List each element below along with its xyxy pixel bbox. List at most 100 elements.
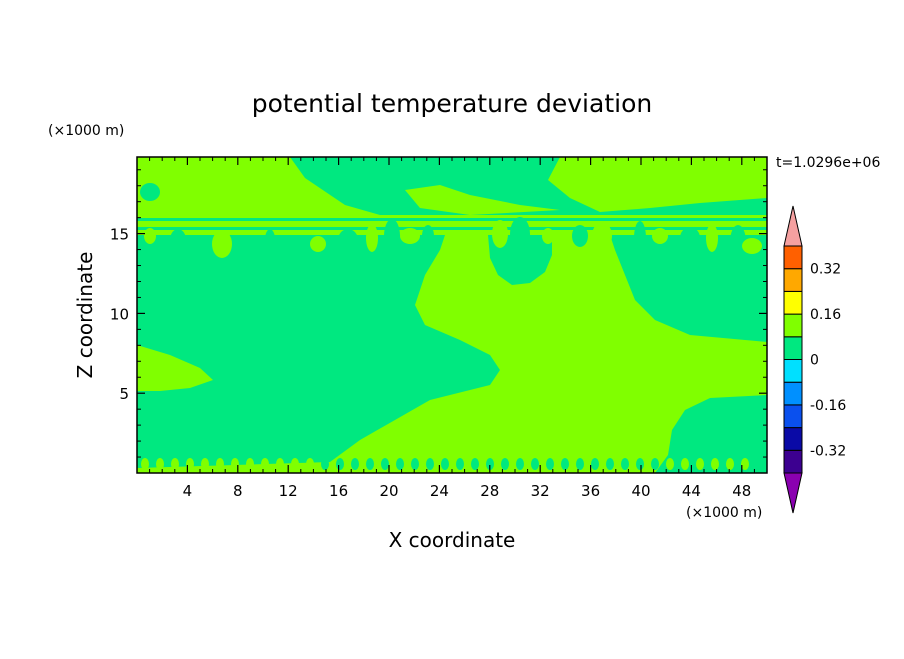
wave-cell bbox=[366, 458, 374, 470]
wave-cell bbox=[338, 229, 358, 251]
wave-cell bbox=[666, 458, 674, 470]
field-positive-left-wedge bbox=[137, 345, 213, 391]
wave-cell bbox=[396, 458, 404, 470]
wave-cell bbox=[591, 458, 599, 470]
wave-cell bbox=[351, 458, 359, 470]
wave-cell bbox=[606, 458, 614, 470]
wave-cell bbox=[426, 458, 434, 470]
wave-cell bbox=[561, 458, 569, 470]
wave-cell bbox=[501, 458, 509, 470]
wave-cell bbox=[144, 228, 156, 244]
wave-cell bbox=[212, 230, 232, 258]
wave-cell bbox=[652, 228, 668, 244]
time-label: t=1.0296e+06 bbox=[776, 155, 880, 171]
y-axis: 5 10 15 bbox=[110, 169, 767, 458]
x-unit-label: (×1000 m) bbox=[686, 505, 762, 521]
wave-cell bbox=[231, 458, 239, 470]
field-negative-spot bbox=[140, 183, 160, 201]
wave-cell bbox=[576, 458, 584, 470]
x-tick-label: 36 bbox=[581, 482, 600, 500]
field-negative-stripe bbox=[137, 218, 767, 221]
x-tick-label: 16 bbox=[329, 482, 348, 500]
x-tick-label: 20 bbox=[379, 482, 398, 500]
wave-cell bbox=[306, 458, 314, 470]
contour-field bbox=[137, 157, 767, 473]
wave-cell bbox=[516, 458, 524, 470]
wave-cell bbox=[422, 225, 434, 247]
field-negative-stripe bbox=[137, 227, 767, 230]
wave-cell bbox=[546, 458, 554, 470]
colorbar-band bbox=[783, 313, 803, 338]
wave-cell bbox=[730, 225, 746, 259]
x-tick-label: 44 bbox=[682, 482, 701, 500]
x-tick-label: 48 bbox=[732, 482, 751, 500]
x-tick-label: 28 bbox=[480, 482, 499, 500]
wave-cell bbox=[634, 221, 646, 255]
wave-cell bbox=[651, 458, 659, 470]
wave-cell bbox=[261, 458, 269, 470]
colorbar-band bbox=[783, 290, 803, 315]
colorbar-band bbox=[783, 427, 803, 451]
colorbar-label: 0.16 bbox=[810, 307, 841, 323]
wave-cell bbox=[441, 458, 449, 470]
wave-cell bbox=[216, 458, 224, 470]
wave-cell bbox=[170, 229, 186, 251]
field-negative-dome bbox=[488, 235, 552, 285]
x-axis-label: X coordinate bbox=[389, 528, 516, 552]
colorbar-over-triangle bbox=[783, 205, 803, 247]
y-axis-label: Z coordinate bbox=[73, 252, 97, 379]
colorbar-label: 0 bbox=[810, 353, 819, 369]
colorbar-band bbox=[783, 268, 803, 292]
wave-cell bbox=[276, 458, 284, 470]
wave-cell bbox=[310, 236, 326, 252]
wave-cell bbox=[696, 458, 704, 470]
wave-cell bbox=[726, 458, 734, 470]
wave-cell bbox=[711, 458, 719, 470]
wave-cell bbox=[542, 228, 554, 244]
wave-cell bbox=[456, 458, 464, 470]
wave-cell bbox=[510, 217, 530, 251]
wave-cell bbox=[492, 220, 508, 248]
wave-cell bbox=[741, 458, 749, 470]
wave-cells-upper bbox=[144, 217, 762, 263]
wave-cell bbox=[400, 228, 420, 244]
colorbar-band bbox=[783, 449, 803, 474]
field-positive-upper-mid bbox=[405, 185, 560, 215]
field-positive-central-plume bbox=[137, 235, 767, 473]
wave-cell bbox=[471, 458, 479, 470]
wave-cell bbox=[171, 458, 179, 470]
field-positive-upper-band bbox=[137, 157, 380, 215]
wave-cell bbox=[592, 222, 612, 250]
y-tick-label: 15 bbox=[110, 226, 129, 244]
chart-title: potential temperature deviation bbox=[252, 89, 652, 118]
wave-cell bbox=[186, 458, 194, 470]
wave-cell bbox=[531, 458, 539, 470]
x-tick-label: 32 bbox=[531, 482, 550, 500]
wave-cell bbox=[636, 458, 644, 470]
y-tick-label: 10 bbox=[110, 305, 129, 323]
y-unit-label: (×1000 m) bbox=[48, 123, 124, 139]
wave-cell bbox=[680, 227, 700, 249]
colorbar-label: -0.16 bbox=[810, 398, 846, 414]
x-tick-label: 4 bbox=[183, 482, 193, 500]
field-positive-upper-right bbox=[548, 157, 767, 212]
wave-cell bbox=[336, 458, 344, 470]
wave-cell bbox=[681, 458, 689, 470]
colorbar-band bbox=[783, 359, 803, 383]
wave-cell bbox=[141, 458, 149, 470]
wave-cell bbox=[621, 458, 629, 470]
wave-cell bbox=[384, 219, 400, 253]
colorbar-band bbox=[783, 336, 803, 360]
wave-cell bbox=[572, 225, 588, 247]
x-tick-label: 8 bbox=[233, 482, 243, 500]
wave-cell bbox=[381, 458, 389, 470]
wave-cells-lower bbox=[141, 458, 749, 470]
colorbar-band bbox=[783, 381, 803, 406]
wave-cell bbox=[321, 458, 329, 470]
wave-cell bbox=[486, 458, 494, 470]
wave-cell bbox=[411, 458, 419, 470]
colorbar-label: 0.32 bbox=[810, 262, 841, 278]
wave-cell bbox=[366, 224, 378, 252]
wave-cell bbox=[264, 229, 276, 263]
